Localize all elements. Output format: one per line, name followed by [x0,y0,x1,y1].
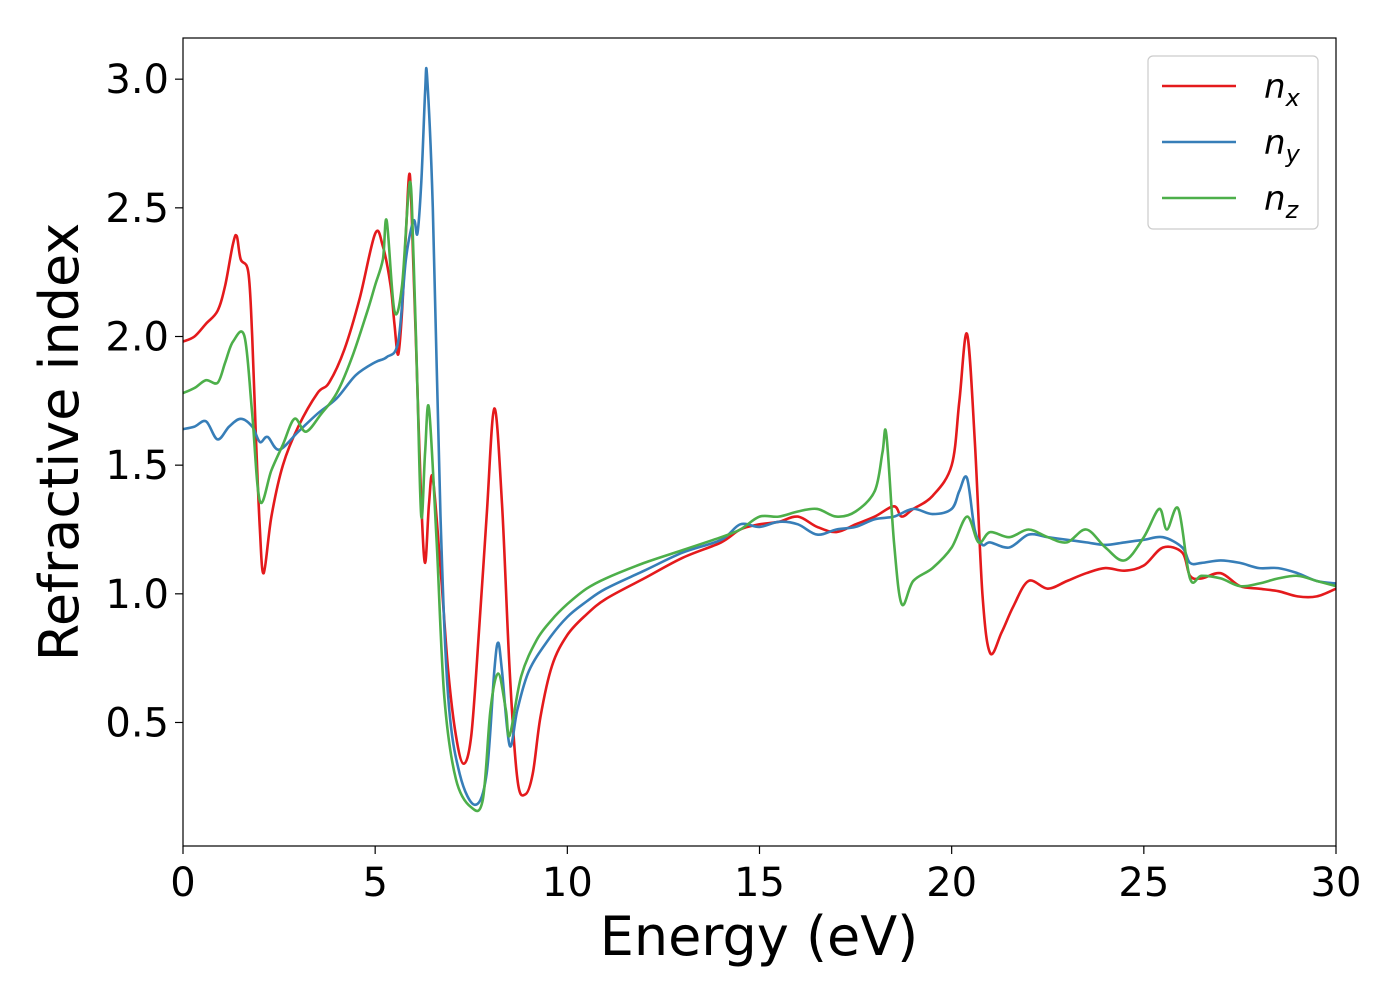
x-tick-label: 5 [362,860,387,906]
legend-label-subscript: y [1285,140,1301,168]
y-tick-label: 0.5 [105,700,169,746]
plot-area [182,37,1337,847]
x-tick-label: 25 [1118,860,1169,906]
x-tick-label: 30 [1311,860,1362,906]
legend-label-base: n [1264,67,1286,107]
y-tick-label: 3.0 [105,57,169,103]
y-axis-ticks: 0.5 1.0 1.5 2.0 2.5 3.0 [105,57,183,746]
x-axis-title: Energy (eV) [600,905,919,968]
series-line-nx [183,172,1336,797]
y-tick-label: 2.0 [105,314,169,360]
x-tick-label: 20 [926,860,977,906]
x-tick-label: 10 [542,860,593,906]
x-tick-label: 15 [734,860,785,906]
series-line-ny [183,67,1336,807]
x-axis-ticks: 0 5 10 15 20 25 30 [170,846,1361,906]
y-tick-label: 2.5 [105,186,169,232]
legend-label-subscript: z [1285,196,1300,224]
series-layer [183,67,1336,813]
legend-label: nz [1264,179,1300,224]
plot-background [183,38,1336,846]
y-axis-title: Refractive index [28,223,91,662]
legend-label-base: n [1264,179,1286,219]
legend-label: ny [1264,123,1301,168]
y-tick-label: 1.0 [105,572,169,618]
series-line-nz [183,180,1336,813]
legend-label: nx [1264,67,1301,112]
y-tick-label: 1.5 [105,443,169,489]
legend-label-subscript: x [1285,84,1301,112]
legend-label-base: n [1264,123,1286,163]
x-tick-label: 0 [170,860,195,906]
